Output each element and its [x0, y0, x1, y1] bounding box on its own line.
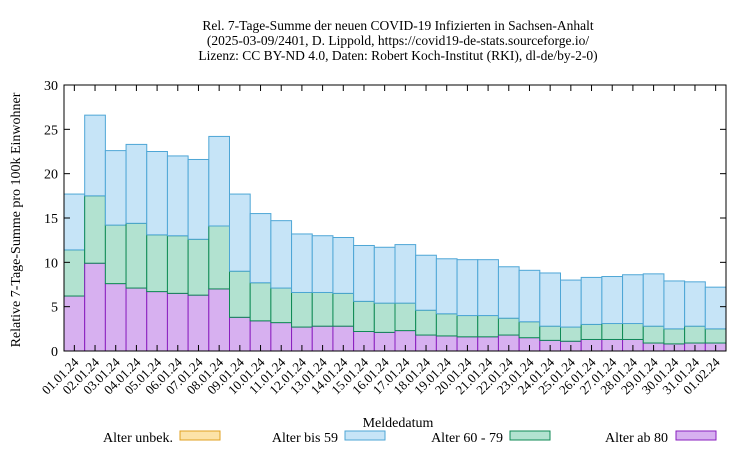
bar-segment: [704, 286, 727, 330]
bar-segment: [642, 325, 665, 344]
bar-segment: [270, 287, 293, 324]
bar-segment: [477, 315, 499, 338]
bar-segment: [187, 238, 210, 296]
y-tick-label: 20: [44, 168, 58, 183]
bar-segment: [456, 315, 479, 338]
y-tick-label: 25: [44, 123, 58, 138]
bar-segment: [166, 292, 189, 352]
legend-label: Alter 60 - 79: [431, 431, 503, 446]
bar-segment: [63, 249, 86, 297]
bar-segment: [560, 326, 582, 342]
bar-segment: [663, 328, 686, 345]
bar-segment: [539, 325, 561, 341]
bar-segment: [84, 195, 106, 264]
bar-segment: [456, 259, 479, 317]
bar-segment: [477, 259, 499, 317]
bar-segment: [270, 220, 293, 289]
bar-stack-area: [63, 114, 727, 352]
bar-segment: [63, 193, 86, 251]
bar-segment: [311, 291, 334, 327]
bar-segment: [291, 291, 313, 328]
bar-segment: [518, 321, 541, 339]
bar-segment: [435, 258, 458, 315]
bar-segment: [146, 151, 168, 236]
legend-label: Alter unbek.: [103, 431, 173, 446]
bar-segment: [125, 287, 148, 352]
bar-segment: [249, 213, 272, 284]
bar-segment: [684, 281, 706, 327]
bar-segment: [497, 266, 520, 319]
y-tick-label: 10: [44, 256, 58, 271]
bar-segment: [84, 262, 106, 352]
bar-segment: [373, 246, 396, 304]
legend-label: Alter ab 80: [605, 431, 668, 446]
bar-segment: [125, 143, 148, 224]
bar-segment: [353, 244, 375, 302]
bar-segment: [539, 272, 561, 327]
bar-segment: [229, 270, 251, 318]
bar-segment: [394, 302, 417, 332]
bar-segment: [332, 237, 355, 294]
bar-segment: [104, 150, 127, 226]
bar-segment: [497, 317, 520, 336]
bar-segment: [84, 114, 106, 197]
bar-segment: [435, 313, 458, 337]
legend-swatch: [509, 430, 551, 441]
bar-segment: [415, 254, 437, 311]
bar-segment: [663, 280, 686, 330]
bar-segment: [704, 328, 727, 344]
bar-segment: [394, 244, 417, 304]
bar-segment: [518, 269, 541, 323]
bar-segment: [208, 225, 230, 290]
bar-segment: [104, 283, 127, 352]
bar-segment: [332, 292, 355, 327]
bar-segment: [166, 155, 189, 237]
bar-segment: [104, 224, 127, 285]
bar-segment: [684, 325, 706, 344]
bar-segment: [146, 291, 168, 352]
bar-segment: [560, 279, 582, 328]
bar-segment: [249, 282, 272, 322]
bar-segment: [146, 234, 168, 293]
bar-segment: [208, 288, 230, 352]
legend: Alter unbek. Alter bis 59 Alter 60 - 79 Alt…: [103, 430, 717, 446]
y-tick-label: 5: [51, 301, 58, 316]
legend-swatch: [675, 430, 717, 441]
chart-title: Rel. 7-Tage-Summe der neuen COVID-19 Inf…: [198, 18, 597, 63]
bar-segment: [166, 235, 189, 294]
bar-segment: [311, 235, 334, 293]
bar-segment: [580, 323, 603, 340]
y-axis-label: Relative 7-Tage-Summe pro 100k Einwohner: [9, 92, 24, 347]
bar-segment: [187, 294, 210, 352]
bar-segment: [373, 302, 396, 333]
bar-segment: [622, 274, 644, 325]
x-axis-label: Meldedatum: [363, 416, 434, 431]
y-tick-label: 30: [44, 79, 58, 94]
legend-swatch: [179, 430, 221, 441]
bar-segment: [415, 309, 437, 336]
bar-segment: [291, 233, 313, 293]
bar-segment: [580, 276, 603, 325]
y-tick-label: 15: [44, 212, 58, 227]
y-tick-label: 0: [51, 345, 58, 360]
bar-segment: [642, 273, 665, 327]
legend-label: Alter bis 59: [272, 431, 338, 446]
bar-segment: [63, 295, 86, 352]
bar-segment: [601, 276, 624, 325]
bar-segment: [601, 323, 624, 340]
bar-segment: [622, 323, 644, 340]
chart-title-line: (2025-03-09/2401, D. Lippold, https://co…: [207, 33, 589, 48]
y-axis: 0 5 10 15 20 25 30: [44, 79, 726, 360]
bar-segment: [353, 300, 375, 332]
bar-segment: [208, 135, 230, 227]
bar-segment: [229, 193, 251, 272]
bar-segment: [187, 158, 210, 240]
bar-segment: [125, 222, 148, 289]
chart-title-line: Rel. 7-Tage-Summe der neuen COVID-19 Inf…: [202, 18, 593, 33]
legend-swatch: [344, 430, 386, 441]
chart-title-line: Lizenz: CC BY-ND 4.0, Daten: Robert Koch…: [198, 48, 597, 63]
